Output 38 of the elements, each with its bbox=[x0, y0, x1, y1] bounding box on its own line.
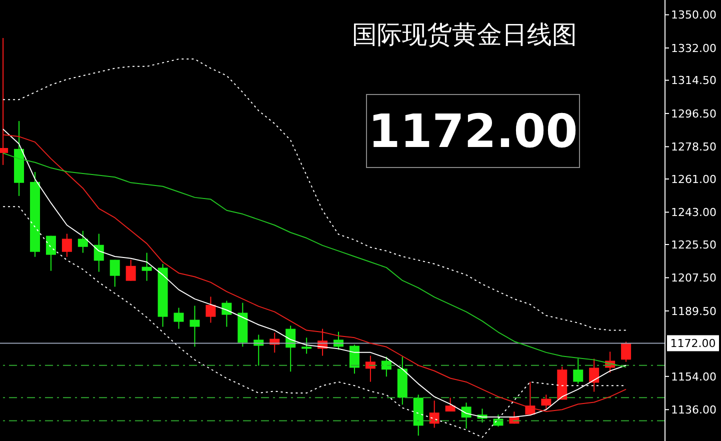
candlestick bbox=[174, 307, 184, 330]
candlestick bbox=[429, 400, 440, 428]
y-tick-label: 1154.00 bbox=[671, 370, 716, 384]
ref-line-label: 1172.00 bbox=[670, 337, 716, 350]
y-tick-label: 1278.50 bbox=[671, 140, 716, 154]
candlestick bbox=[190, 305, 200, 348]
candlestick bbox=[78, 230, 88, 254]
candlestick bbox=[62, 233, 72, 258]
candlestick bbox=[573, 358, 584, 384]
candlestick bbox=[349, 344, 360, 374]
text: 国际现货黄金日线图 bbox=[352, 19, 577, 51]
candlestick bbox=[302, 337, 312, 354]
line-series bbox=[2, 58, 627, 331]
annotation: 1172.00 bbox=[366, 94, 580, 168]
y-tick-label: 1225.50 bbox=[671, 238, 716, 252]
candlestick bbox=[142, 252, 152, 282]
candlestick bbox=[461, 402, 472, 430]
candlestick bbox=[445, 397, 456, 412]
candlestick bbox=[206, 296, 216, 324]
candlestick bbox=[381, 356, 392, 378]
candlestick bbox=[46, 235, 56, 272]
y-tick-label: 1243.00 bbox=[671, 206, 716, 220]
y-tick-label: 1296.50 bbox=[671, 107, 716, 120]
y-tick-label: 1350.00 bbox=[671, 8, 716, 22]
y-tick-label: 1332.00 bbox=[671, 42, 716, 55]
y-tick-label: 1261.00 bbox=[671, 172, 716, 186]
y-tick-label: 1189.50 bbox=[671, 304, 716, 318]
candlestick bbox=[541, 394, 552, 410]
y-tick-label: 1207.50 bbox=[671, 272, 716, 285]
candlestick bbox=[222, 300, 232, 328]
y-tick-label: 1136.00 bbox=[671, 404, 716, 417]
y-tick-label: 1314.50 bbox=[671, 74, 716, 88]
candlestick bbox=[126, 259, 136, 282]
candlestick bbox=[621, 341, 632, 362]
candlestick bbox=[589, 358, 600, 392]
candlestick bbox=[110, 259, 120, 288]
candlestick bbox=[94, 233, 104, 272]
candlestick bbox=[365, 355, 376, 382]
